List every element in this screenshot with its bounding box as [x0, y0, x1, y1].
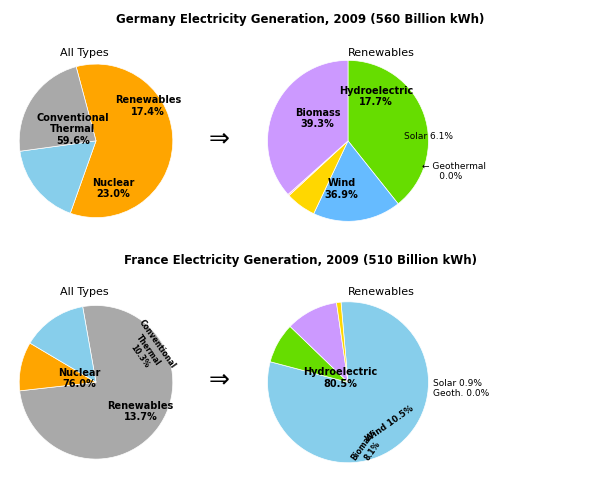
Text: Germany Electricity Generation, 2009 (560 Billion kWh): Germany Electricity Generation, 2009 (56…	[116, 13, 484, 26]
Text: Nuclear
23.0%: Nuclear 23.0%	[92, 178, 134, 199]
Wedge shape	[268, 302, 428, 463]
Wedge shape	[270, 326, 348, 382]
Text: Hydroelectric
17.7%: Hydroelectric 17.7%	[339, 86, 413, 107]
Text: All Types: All Types	[59, 287, 109, 297]
Text: Biomass
8.1%: Biomass 8.1%	[350, 428, 386, 468]
Wedge shape	[70, 64, 173, 218]
Text: Solar 0.9%
Geoth. 0.0%: Solar 0.9% Geoth. 0.0%	[433, 379, 489, 398]
Text: All Types: All Types	[59, 48, 109, 58]
Wedge shape	[290, 303, 348, 382]
Text: Renewables
17.4%: Renewables 17.4%	[115, 96, 181, 117]
Text: ⇒: ⇒	[209, 126, 229, 150]
Wedge shape	[20, 305, 173, 459]
Wedge shape	[19, 67, 96, 151]
Text: ← Geothermal
      0.0%: ← Geothermal 0.0%	[422, 162, 486, 181]
Text: Conventional
Thermal
59.6%: Conventional Thermal 59.6%	[37, 113, 109, 146]
Wedge shape	[20, 141, 96, 213]
Text: Hydroelectric
80.5%: Hydroelectric 80.5%	[303, 368, 377, 389]
Wedge shape	[337, 302, 348, 382]
Text: Wind
36.9%: Wind 36.9%	[325, 179, 358, 200]
Text: Renewables: Renewables	[347, 48, 415, 58]
Text: Renewables
13.7%: Renewables 13.7%	[107, 401, 173, 422]
Wedge shape	[30, 307, 96, 382]
Text: France Electricity Generation, 2009 (510 Billion kWh): France Electricity Generation, 2009 (510…	[124, 254, 476, 267]
Text: Biomass
39.3%: Biomass 39.3%	[295, 108, 340, 129]
Text: ⇒: ⇒	[209, 368, 229, 392]
Text: Wind 10.5%: Wind 10.5%	[364, 404, 415, 444]
Wedge shape	[268, 60, 348, 195]
Text: Renewables: Renewables	[347, 287, 415, 297]
Text: Nuclear
76.0%: Nuclear 76.0%	[58, 368, 100, 389]
Text: Conventional
Thermal
10.3%: Conventional Thermal 10.3%	[119, 318, 177, 382]
Text: Solar 6.1%: Solar 6.1%	[404, 132, 454, 141]
Wedge shape	[348, 60, 428, 204]
Wedge shape	[314, 141, 398, 221]
Wedge shape	[288, 141, 348, 196]
Wedge shape	[289, 141, 348, 214]
Wedge shape	[19, 343, 96, 391]
